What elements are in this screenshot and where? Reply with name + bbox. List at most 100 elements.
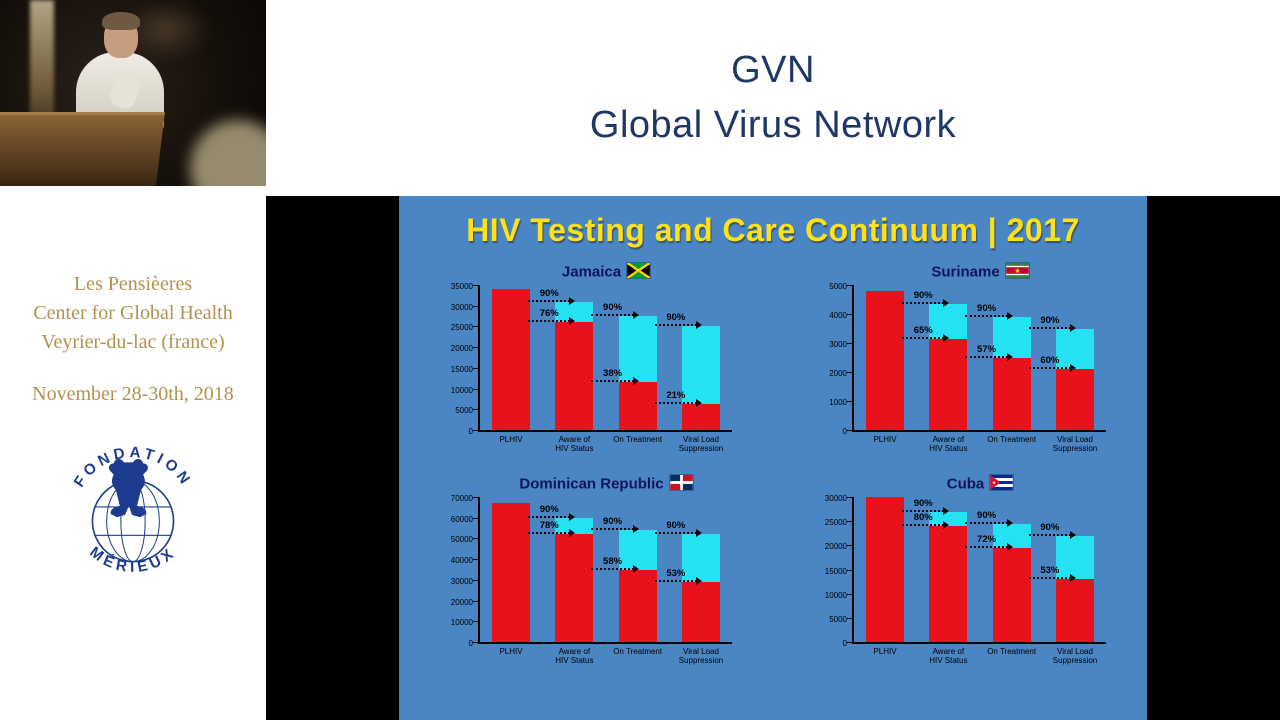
annotation-dashed-arrow: [902, 506, 950, 515]
y-tick-label: 35000: [450, 282, 473, 291]
y-tick-label: 2000: [829, 369, 847, 378]
chart-body: 0 5000 10000 15000 20000 25000 30000 35000 90% 76…: [438, 282, 734, 436]
annotation-target: 90%: [902, 290, 950, 307]
annotation-percent-label: 65%: [913, 324, 933, 336]
annotation-dashed-arrow: [902, 333, 950, 342]
annotation-dashed-arrow: [528, 512, 576, 521]
bar-target-segment: [992, 316, 1031, 358]
chart-jamaica: Jamaica 0 5000 10000 15000 20000 25000 30000 350…: [438, 263, 734, 461]
annotation-actual: 72%: [965, 534, 1014, 551]
annotation-dashed-arrow: [654, 399, 703, 408]
chart-header: Suriname: [854, 263, 1106, 285]
y-tick-label: 1000: [829, 398, 847, 407]
y-tick-mark: [473, 367, 478, 369]
slide-title: HIV Testing and Care Continuum | 2017: [466, 212, 1080, 248]
annotation-dashed-arrow: [965, 542, 1014, 551]
annotation-target: 90%: [1028, 522, 1077, 539]
bar-on-treatment: [618, 285, 657, 430]
podium: [0, 112, 165, 186]
plot-area: 90% 80% 90% 72% 90% 53%: [847, 497, 1106, 644]
chart-cuba: Cuba 0 5000 10000 15000 20000 25000 30000 90% 80%…: [812, 475, 1108, 673]
annotation-percent-label: 90%: [977, 302, 997, 314]
y-tick-label: 10000: [450, 618, 473, 628]
y-tick-mark: [473, 538, 478, 540]
x-category-label: On Treatment: [987, 647, 1037, 656]
annotation-percent-label: 76%: [539, 308, 559, 320]
venue-line-1: Les Pensièeres: [73, 273, 193, 295]
annotation-dashed-arrow: [591, 311, 640, 320]
x-axis-labels: PLHIV Aware of HIV Status On Treatment Vira…: [480, 647, 732, 673]
annotation-dashed-arrow: [1028, 530, 1077, 539]
annotation-dashed-arrow: [1028, 574, 1077, 583]
annotation-dashed-arrow: [654, 576, 703, 585]
y-tick-mark: [473, 388, 478, 390]
bar-actual-segment: [682, 404, 720, 430]
y-tick-mark: [473, 347, 478, 349]
y-tick-mark: [473, 559, 478, 561]
lion-emblem: [108, 459, 148, 518]
annotation-percent-label: 90%: [603, 516, 623, 528]
svg-text:MÉRIEUX: MÉRIEUX: [86, 544, 179, 577]
annotation-percent-label: 90%: [603, 302, 623, 314]
y-tick-label: 0: [842, 427, 847, 436]
event-info: Les Pensièeres Center for Global Health …: [0, 270, 266, 357]
annotation-dashed-arrow: [1028, 323, 1077, 332]
y-tick-mark: [847, 314, 852, 315]
bar-aware-of-hiv-status: [555, 497, 594, 642]
bar-actual-segment: [992, 357, 1031, 430]
y-tick-label: 0: [468, 427, 473, 436]
annotation-dashed-arrow: [528, 317, 576, 326]
bar-on-treatment: [992, 497, 1031, 642]
annotation-actual: 65%: [902, 324, 950, 342]
flag-icon-suriname: [1005, 263, 1029, 281]
cuba-flag-icon: [990, 475, 1013, 490]
annotation-actual: 58%: [591, 556, 640, 573]
annotation-actual: 78%: [528, 520, 576, 538]
chart-header: Cuba: [854, 475, 1106, 497]
annotation-percent-label: 90%: [977, 509, 997, 521]
y-tick-label: 15000: [824, 566, 847, 576]
x-category-label: Viral Load Suppression: [1052, 647, 1098, 665]
annotation-percent-label: 60%: [1040, 355, 1060, 367]
bar-target-segment: [682, 326, 720, 405]
annotation-dashed-arrow: [1028, 364, 1077, 373]
y-tick-label: 10000: [824, 590, 847, 600]
org-name: Global Virus Network: [589, 104, 957, 146]
chart-body: 0 10000 20000 30000 40000 50000 60000 70000 90% 7…: [438, 494, 734, 648]
bar-plhiv: [866, 285, 904, 430]
presentation-slide: HIV Testing and Care Continuum | 2017 Ja…: [399, 196, 1147, 720]
speaker-head: [102, 12, 140, 58]
annotation-target: 90%: [965, 302, 1014, 320]
x-category-label: On Treatment: [613, 647, 663, 656]
y-tick-mark: [473, 305, 478, 307]
video-feed: [0, 0, 266, 186]
bar-actual-segment: [492, 289, 530, 430]
annotation-dashed-arrow: [654, 529, 703, 538]
y-tick-mark: [473, 430, 478, 431]
y-axis: 0 1000 2000 3000 4000 5000: [812, 282, 852, 436]
y-tick-label: 20000: [450, 344, 473, 354]
y-tick-label: 0: [842, 639, 847, 648]
bar-plhiv: [866, 497, 904, 642]
y-tick-mark: [847, 372, 852, 373]
y-tick-label: 20000: [824, 542, 847, 552]
x-category-label: On Treatment: [987, 435, 1037, 444]
bar-actual-segment: [929, 526, 968, 642]
y-tick-label: 25000: [450, 323, 473, 333]
y-tick-mark: [473, 326, 478, 328]
bar-viral-load-suppression: [1056, 497, 1094, 642]
annotation-dashed-arrow: [965, 518, 1014, 527]
annotation-target: 90%: [528, 504, 576, 521]
bar-actual-segment: [555, 534, 594, 642]
y-tick-mark: [847, 401, 852, 402]
flag-icon-jamaica: [627, 263, 651, 281]
fondation-merieux-logo: FONDATION MÉRIEUX: [0, 436, 266, 593]
y-tick-label: 0: [468, 639, 473, 648]
annotation-percent-label: 78%: [539, 520, 559, 532]
audience-member-head: [190, 120, 266, 186]
x-category-label: PLHIV: [499, 435, 523, 444]
dominican-republic-flag-icon: [669, 475, 693, 490]
annotation-dashed-arrow: [528, 529, 576, 538]
plot-area: 90% 76% 90% 38% 90% 21%: [473, 285, 732, 432]
org-abbrev: GVN: [731, 49, 815, 91]
